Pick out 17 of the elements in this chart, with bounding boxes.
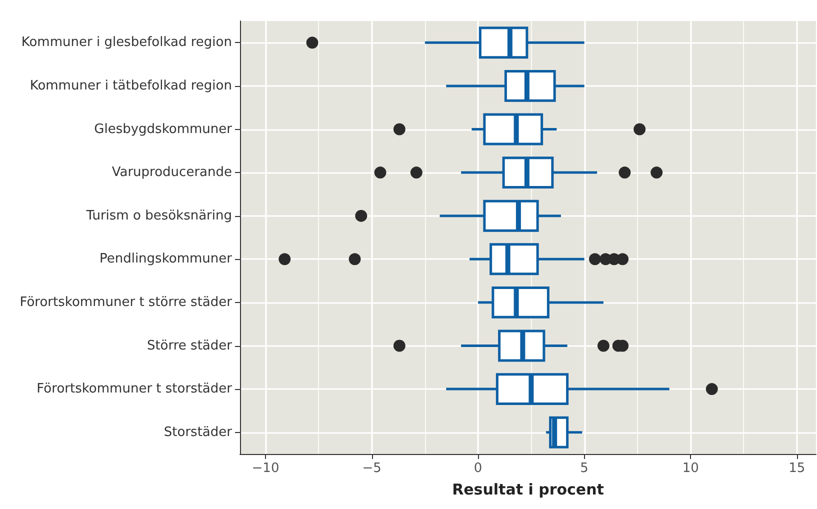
x-tick-label: 15 bbox=[788, 461, 806, 476]
y-tick-label: Storstäder bbox=[164, 424, 233, 440]
y-tick-label: Glesbygdskommuner bbox=[94, 122, 233, 137]
y-tick-label: Kommuner i glesbefolkad region bbox=[21, 35, 232, 50]
x-tick-label: −5 bbox=[362, 461, 382, 476]
x-axis-title: Resultat i procent bbox=[452, 480, 604, 498]
y-tick-label: Större städer bbox=[146, 338, 233, 354]
y-tick-label: Pendlingskommuner bbox=[99, 252, 233, 267]
x-tick-label: −10 bbox=[252, 461, 280, 476]
y-tick-label: Förortskommuner t större städer bbox=[20, 294, 233, 310]
x-tick-label: 0 bbox=[474, 461, 482, 476]
y-tick-label: Varuproducerande bbox=[112, 165, 232, 180]
x-tick-label: 10 bbox=[682, 461, 699, 476]
y-tick-label: Kommuner i tätbefolkad region bbox=[30, 78, 232, 94]
y-tick-label: Turism o besöksnäring bbox=[85, 208, 232, 224]
y-tick-label: Förortskommuner t storstäder bbox=[36, 382, 233, 397]
x-tick-label: 5 bbox=[580, 461, 588, 476]
